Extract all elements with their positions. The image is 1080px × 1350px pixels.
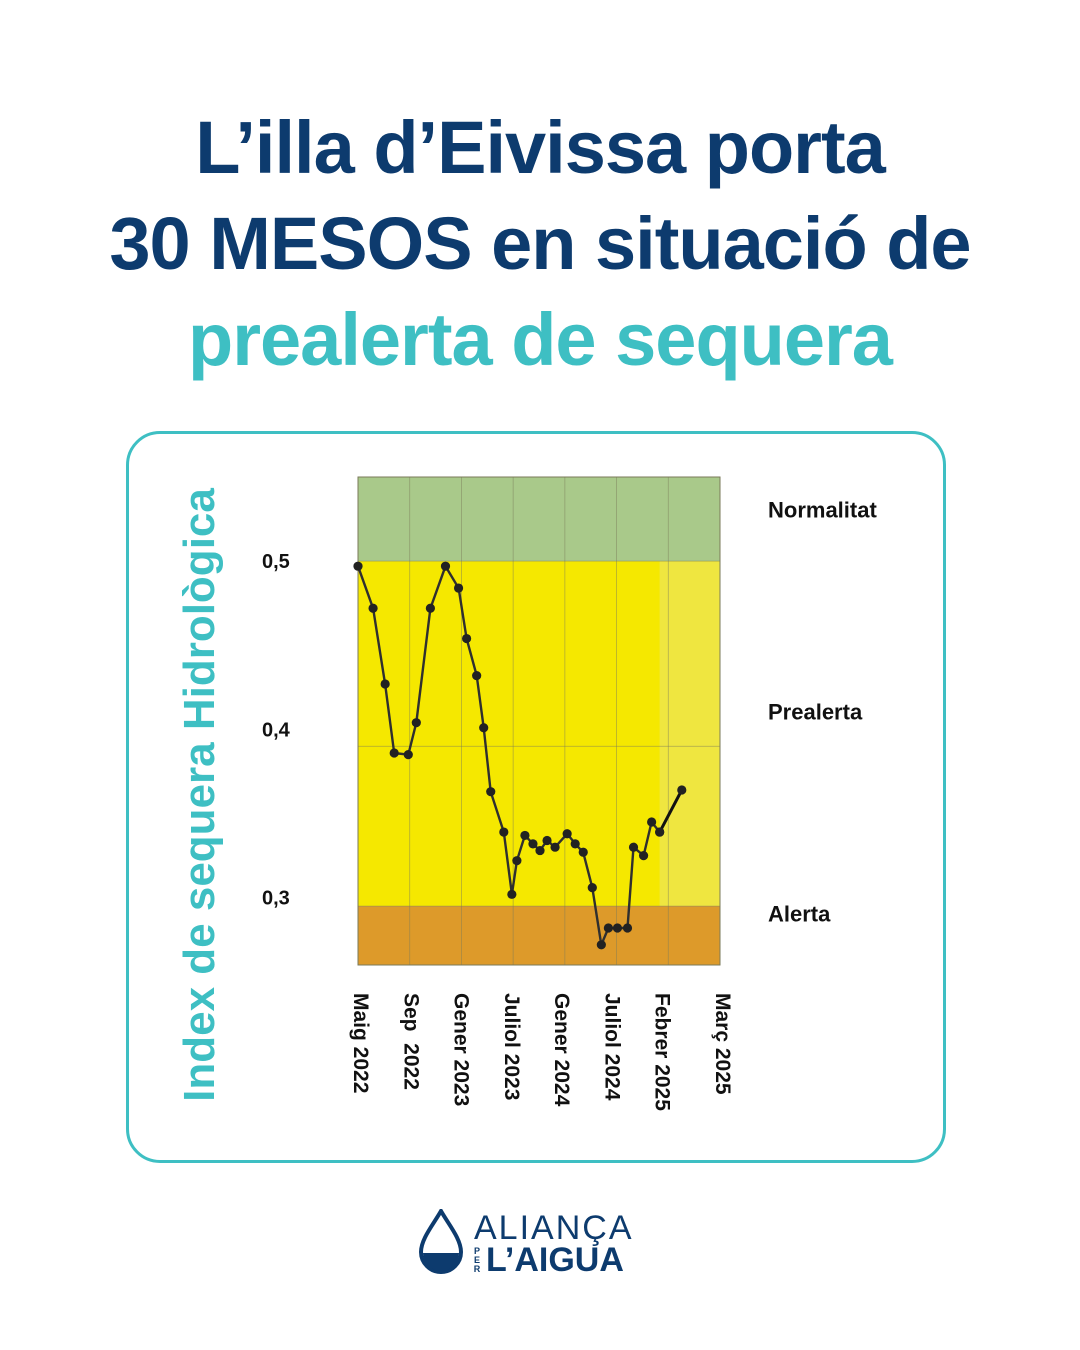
title-line-2: 30 MESOS en situació de <box>109 202 971 285</box>
logo-text-top: ALIANÇA <box>474 1209 634 1247</box>
data-point <box>647 817 657 827</box>
data-point <box>425 603 435 613</box>
forecast-line <box>658 789 684 833</box>
x-tick-label: Febrer 2025 <box>651 993 674 1111</box>
y-tick-label: 0,5 <box>262 551 290 573</box>
x-tick-label: Sep 2022 <box>399 993 422 1090</box>
data-point <box>389 748 399 758</box>
data-point <box>612 923 623 933</box>
forecast-point <box>655 827 665 837</box>
x-tick-label: Juliol 2024 <box>600 993 623 1101</box>
data-point <box>440 561 451 571</box>
chart-card <box>126 431 946 1163</box>
data-point <box>479 723 489 733</box>
data-point <box>411 718 421 728</box>
zone-label: Alerta <box>768 902 831 927</box>
x-tick-label: Març 2025 <box>711 993 734 1095</box>
zone-label: Prealerta <box>768 700 863 725</box>
title-line-1: L’illa d’Eivissa porta <box>195 106 886 189</box>
data-point <box>562 829 572 839</box>
y-tick-label: 0,3 <box>262 888 290 910</box>
y-tick-label: 0,4 <box>262 719 291 741</box>
data-point <box>520 830 530 841</box>
x-tick-label: Gener 2023 <box>450 993 473 1106</box>
data-point <box>596 940 606 950</box>
data-point <box>472 670 482 681</box>
data-point <box>486 787 496 797</box>
data-point <box>628 842 639 852</box>
data-point <box>453 583 464 593</box>
forecast-point <box>677 785 687 795</box>
data-point <box>603 923 613 933</box>
zone-alerta <box>358 906 720 965</box>
data-point <box>542 835 552 846</box>
plot-border <box>357 476 721 966</box>
zone-normalitat <box>358 477 720 562</box>
data-point <box>570 839 580 849</box>
logo-text-bottom: L’AIGUA <box>486 1241 624 1279</box>
zone-prealerta-forecast <box>659 561 720 907</box>
data-point <box>368 603 378 613</box>
zone-label: Normalitat <box>768 498 877 523</box>
data-point <box>512 856 522 866</box>
title-line-3: prealerta de sequera <box>188 298 893 381</box>
data-point <box>550 842 560 852</box>
data-point <box>462 633 472 644</box>
x-tick-label: Juliol 2023 <box>500 993 523 1100</box>
data-point <box>403 750 413 760</box>
data-point <box>535 845 545 856</box>
water-drop-icon <box>418 1209 464 1274</box>
data-point <box>622 923 633 933</box>
data-point <box>353 561 363 571</box>
data-point <box>578 847 588 857</box>
data-point <box>638 851 649 861</box>
data-point <box>380 679 390 689</box>
data-point <box>499 827 509 837</box>
x-tick-label: Maig 2022 <box>349 993 372 1093</box>
data-point <box>507 889 517 899</box>
x-tick-label: Gener 2024 <box>550 993 573 1107</box>
data-point <box>587 882 597 893</box>
data-point <box>528 839 538 849</box>
